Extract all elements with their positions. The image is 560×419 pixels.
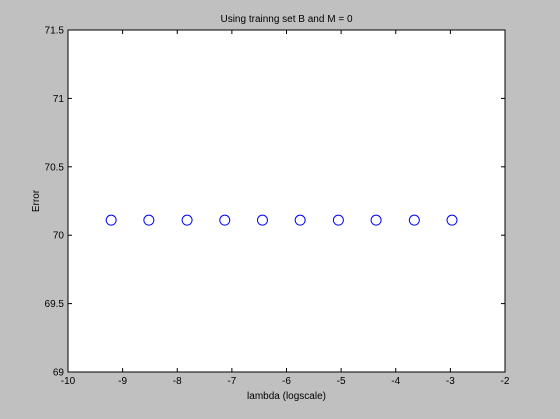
data-point-marker — [294, 214, 306, 226]
data-points — [105, 214, 458, 226]
y-tick-label: 69.5 — [45, 299, 65, 310]
y-tick-label: 71 — [53, 94, 65, 105]
data-point-marker — [105, 214, 117, 226]
x-tick-label: -8 — [173, 376, 182, 387]
x-tick-label: -9 — [118, 376, 127, 387]
y-tick-label: 70 — [53, 231, 65, 242]
x-tick-label: -2 — [501, 376, 510, 387]
x-tick-label: -3 — [446, 376, 455, 387]
chart-title: Using trainng set B and M = 0 — [220, 14, 352, 25]
y-tick-label: 71.5 — [45, 26, 65, 37]
data-point-marker — [143, 214, 155, 226]
x-tick-label: -6 — [282, 376, 291, 387]
x-axis-label: lambda (logscale) — [247, 391, 326, 402]
data-point-marker — [219, 214, 231, 226]
data-point-marker — [256, 214, 268, 226]
y-axis-label: Error — [31, 189, 42, 212]
x-tick-label: -4 — [391, 376, 400, 387]
ticks: -10 -9 -8 -7 -6 -5 -4 -3 -2 69 69.5 70 70.5 71 71.5 — [45, 26, 510, 388]
plot-area — [67, 29, 506, 373]
y-tick-label: 69 — [53, 368, 65, 379]
x-tick-label: -10 — [61, 376, 76, 387]
data-point-marker — [181, 214, 193, 226]
data-point-marker — [332, 214, 344, 226]
x-tick-label: -7 — [227, 376, 236, 387]
data-point-marker — [408, 214, 420, 226]
data-point-marker — [446, 214, 458, 226]
x-tick-label: -5 — [337, 376, 346, 387]
y-tick-label: 70.5 — [45, 162, 65, 173]
data-point-marker — [370, 214, 382, 226]
